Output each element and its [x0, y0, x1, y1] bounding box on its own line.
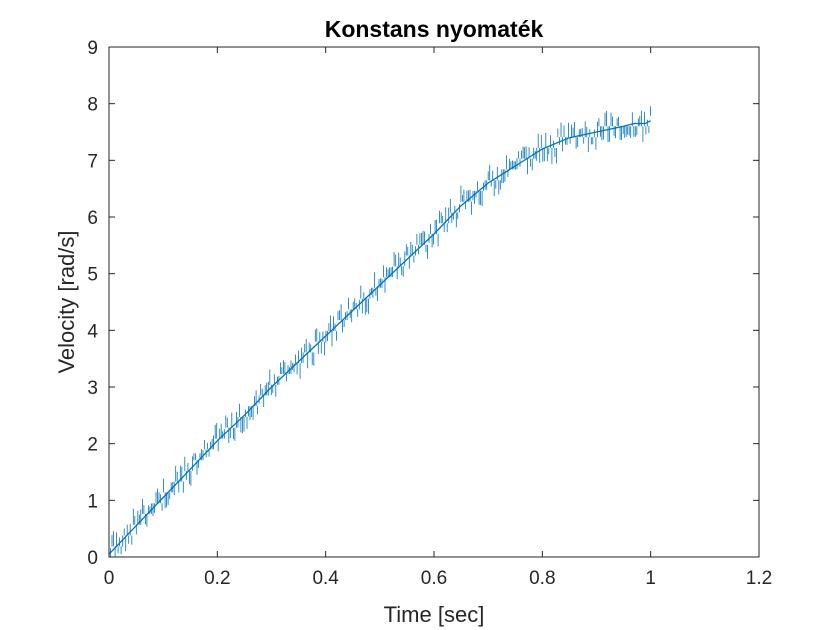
y-tick-label: 0: [87, 548, 98, 569]
x-axis-ticks: 0 0.2 0.4 0.6 0.8 1 1.2: [104, 47, 772, 589]
x-tick-label: 0.6: [421, 568, 447, 589]
y-axis-label: Velocity [rad/s]: [54, 230, 79, 373]
y-tick-label: 7: [87, 151, 98, 172]
x-tick-label: 0.4: [312, 568, 339, 589]
y-tick-label: 2: [87, 435, 98, 456]
y-tick-label: 8: [87, 95, 98, 116]
series-line: [108, 120, 651, 555]
x-tick-label: 0: [104, 568, 115, 589]
x-axis-label: Time [sec]: [384, 602, 485, 627]
y-tick-label: 4: [87, 321, 98, 342]
chart-title: Konstans nyomaték: [325, 16, 544, 42]
y-axis-ticks: 0 1 2 3 4 5 6 7 8 9: [87, 38, 759, 569]
x-tick-label: 0.2: [204, 568, 230, 589]
x-tick-label: 1.2: [746, 568, 772, 589]
y-tick-label: 9: [87, 38, 98, 59]
x-tick-label: 1: [645, 568, 656, 589]
y-tick-label: 6: [87, 208, 98, 229]
y-tick-label: 3: [87, 378, 98, 399]
x-tick-label: 0.8: [529, 568, 555, 589]
y-tick-label: 5: [87, 265, 98, 286]
plot-area: [109, 47, 759, 557]
y-tick-label: 1: [87, 491, 98, 512]
